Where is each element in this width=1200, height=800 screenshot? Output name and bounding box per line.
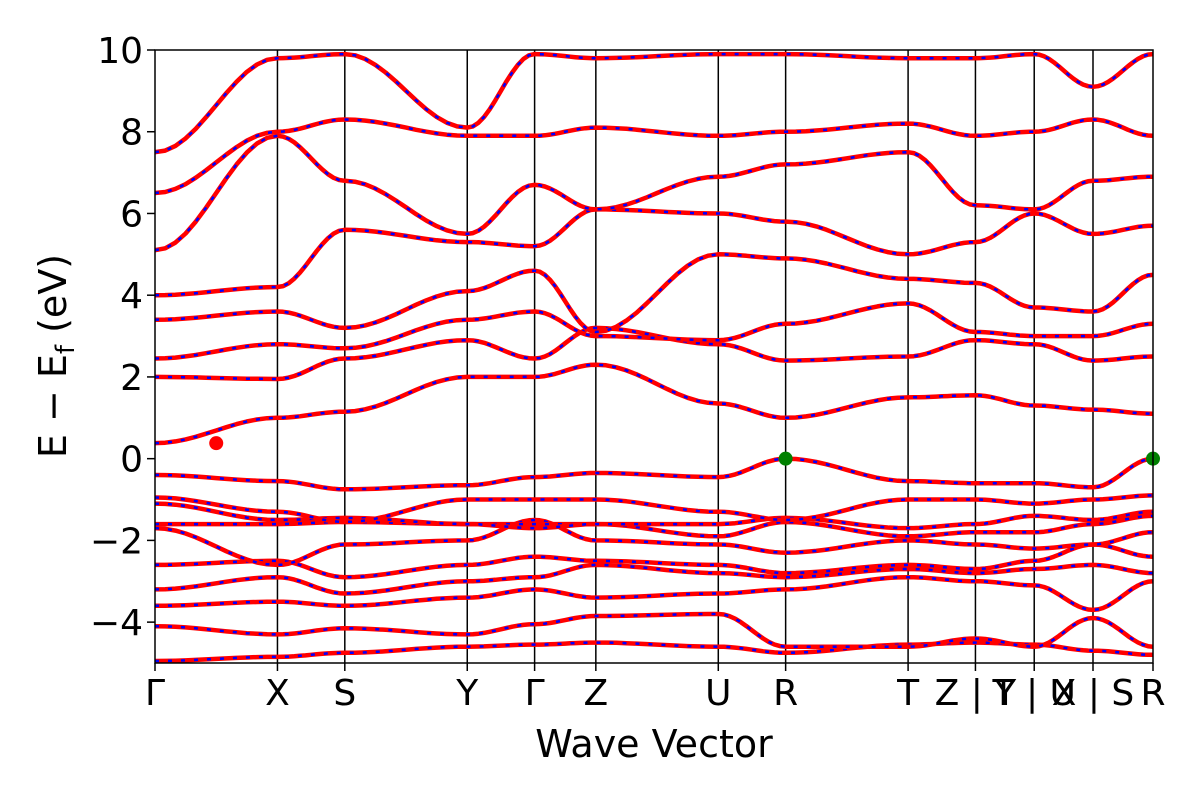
band-line-10 xyxy=(155,362,1153,446)
band-line-14 xyxy=(155,207,1153,298)
x-axis-title: Wave Vector xyxy=(535,722,773,766)
bands-layer xyxy=(155,51,1153,663)
band-overlay-16 xyxy=(155,118,1153,195)
band-line-12 xyxy=(155,301,1153,361)
band-line-16 xyxy=(155,117,1153,196)
band-line-0 xyxy=(155,640,1153,663)
x-tick-label: R xyxy=(773,673,798,714)
x-tick-label: S xyxy=(333,673,356,714)
y-tick-label: 6 xyxy=(120,194,143,235)
x-tick-label: Y xyxy=(455,673,479,714)
x-tick-label: Z xyxy=(583,673,608,714)
band-line-11 xyxy=(155,325,1153,382)
plot-frame xyxy=(154,49,1154,664)
y-tick-label: −4 xyxy=(90,603,143,644)
x-tick-label: Γ xyxy=(525,673,545,714)
band-overlay-9 xyxy=(155,457,1153,491)
y-tick-label: 10 xyxy=(97,31,143,72)
x-tick-label: X xyxy=(265,673,290,714)
band-line-15 xyxy=(155,133,1153,253)
x-tick-label: T xyxy=(896,673,920,714)
band-line-1 xyxy=(155,611,1153,649)
band-edge-marker-0 xyxy=(209,436,224,451)
x-tick-label: R xyxy=(1140,673,1165,714)
band-line-9 xyxy=(155,456,1153,492)
y-tick-label: 0 xyxy=(120,440,143,481)
y-axis-title: E − Ef (eV) xyxy=(31,254,81,458)
band-overlay-12 xyxy=(155,302,1153,360)
band-overlay-14 xyxy=(155,208,1153,297)
band-overlay-8 xyxy=(155,494,1153,524)
band-overlay-4 xyxy=(155,543,1153,579)
band-overlay-3 xyxy=(155,563,1153,595)
y-axis-title-subscript: f xyxy=(51,344,81,354)
y-tick-label: 2 xyxy=(120,358,143,399)
band-overlay-5 xyxy=(155,518,1153,567)
y-axis-title-main: E − E xyxy=(31,354,75,458)
x-tick-label: U xyxy=(705,673,731,714)
markers-layer xyxy=(209,436,1160,466)
band-line-13 xyxy=(155,252,1153,335)
x-tick-label: Z | Y xyxy=(935,673,1018,714)
y-tick-label: 4 xyxy=(120,276,143,317)
band-overlay-10 xyxy=(155,363,1153,445)
y-tick-label: 8 xyxy=(120,113,143,154)
y-axis: −4 −2 0 2 4 6 8 10 xyxy=(90,31,155,644)
y-axis-title-unit: (eV) xyxy=(31,254,75,345)
x-tick-label: T | U xyxy=(992,673,1076,714)
x-tick-label: X | S xyxy=(1052,673,1135,714)
band-line-2 xyxy=(155,574,1153,613)
band-line-7 xyxy=(155,501,1153,531)
band-line-3 xyxy=(155,562,1153,596)
x-tick-label: Γ xyxy=(145,673,165,714)
y-tick-label: −2 xyxy=(90,521,143,562)
band-line-17 xyxy=(155,51,1153,155)
band-edge-marker-1 xyxy=(778,451,793,466)
band-overlay-17 xyxy=(155,52,1153,154)
